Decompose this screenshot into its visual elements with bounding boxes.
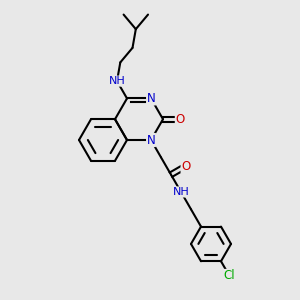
Text: N: N <box>147 92 155 105</box>
Text: NH: NH <box>109 76 125 86</box>
Text: Cl: Cl <box>224 269 235 283</box>
Text: O: O <box>181 160 190 172</box>
Text: N: N <box>147 134 155 146</box>
Text: O: O <box>176 113 184 126</box>
Text: NH: NH <box>172 187 189 197</box>
